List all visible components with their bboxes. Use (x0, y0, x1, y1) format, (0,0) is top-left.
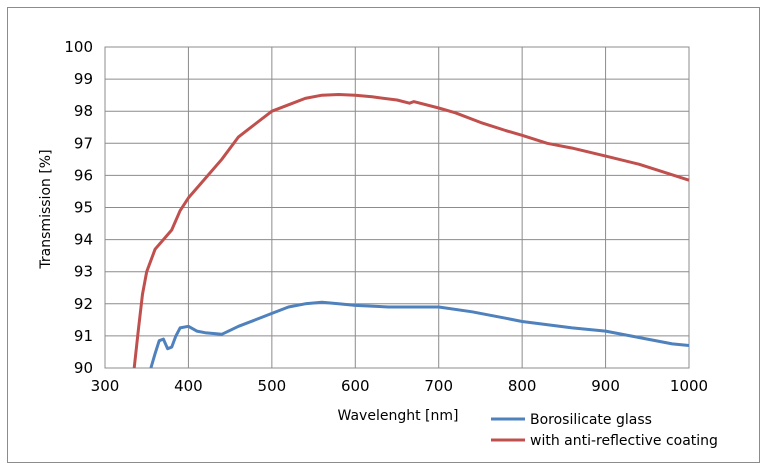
y-tick-label: 90 (74, 359, 93, 377)
y-tick-label: 94 (74, 231, 93, 249)
x-tick-label: 900 (591, 377, 620, 395)
x-tick-label: 1000 (670, 377, 708, 395)
legend: Borosilicate glass with anti-reflective … (491, 412, 718, 449)
y-tick-label: 97 (74, 134, 93, 152)
grid-lines (104, 46, 690, 369)
x-tick-label: 500 (258, 377, 287, 395)
series-line-borosilicate (149, 300, 690, 369)
y-tick-label: 96 (74, 166, 93, 184)
y-tick-label: 95 (74, 199, 93, 217)
series-line-ar-coating (132, 93, 690, 369)
x-tick-label: 400 (174, 377, 203, 395)
y-axis-title: Transmission [%] (38, 149, 54, 269)
plot-area (104, 46, 690, 369)
series-layer (132, 93, 690, 369)
y-tick-label: 98 (74, 102, 93, 120)
legend-label-borosilicate: Borosilicate glass (530, 412, 652, 428)
legend-label-ar-coating: with anti-reflective coating (530, 433, 718, 449)
y-tick-label: 100 (64, 38, 93, 56)
x-tick-label: 800 (508, 377, 537, 395)
x-tick-label: 600 (341, 377, 370, 395)
y-tick-label: 91 (74, 327, 93, 345)
y-tick-label: 99 (74, 70, 93, 88)
x-tick-label: 700 (424, 377, 453, 395)
y-tick-label: 93 (74, 263, 93, 281)
chart-frame (7, 7, 760, 463)
x-axis-title: Wavelenght [nm] (338, 408, 459, 424)
x-tick-label: 300 (91, 377, 120, 395)
y-tick-label: 92 (74, 295, 93, 313)
x-tick-labels: 300 400 500 600 700 800 900 1000 (91, 377, 708, 395)
y-tick-labels: 90 91 92 93 94 95 96 97 98 99 100 (64, 38, 93, 377)
